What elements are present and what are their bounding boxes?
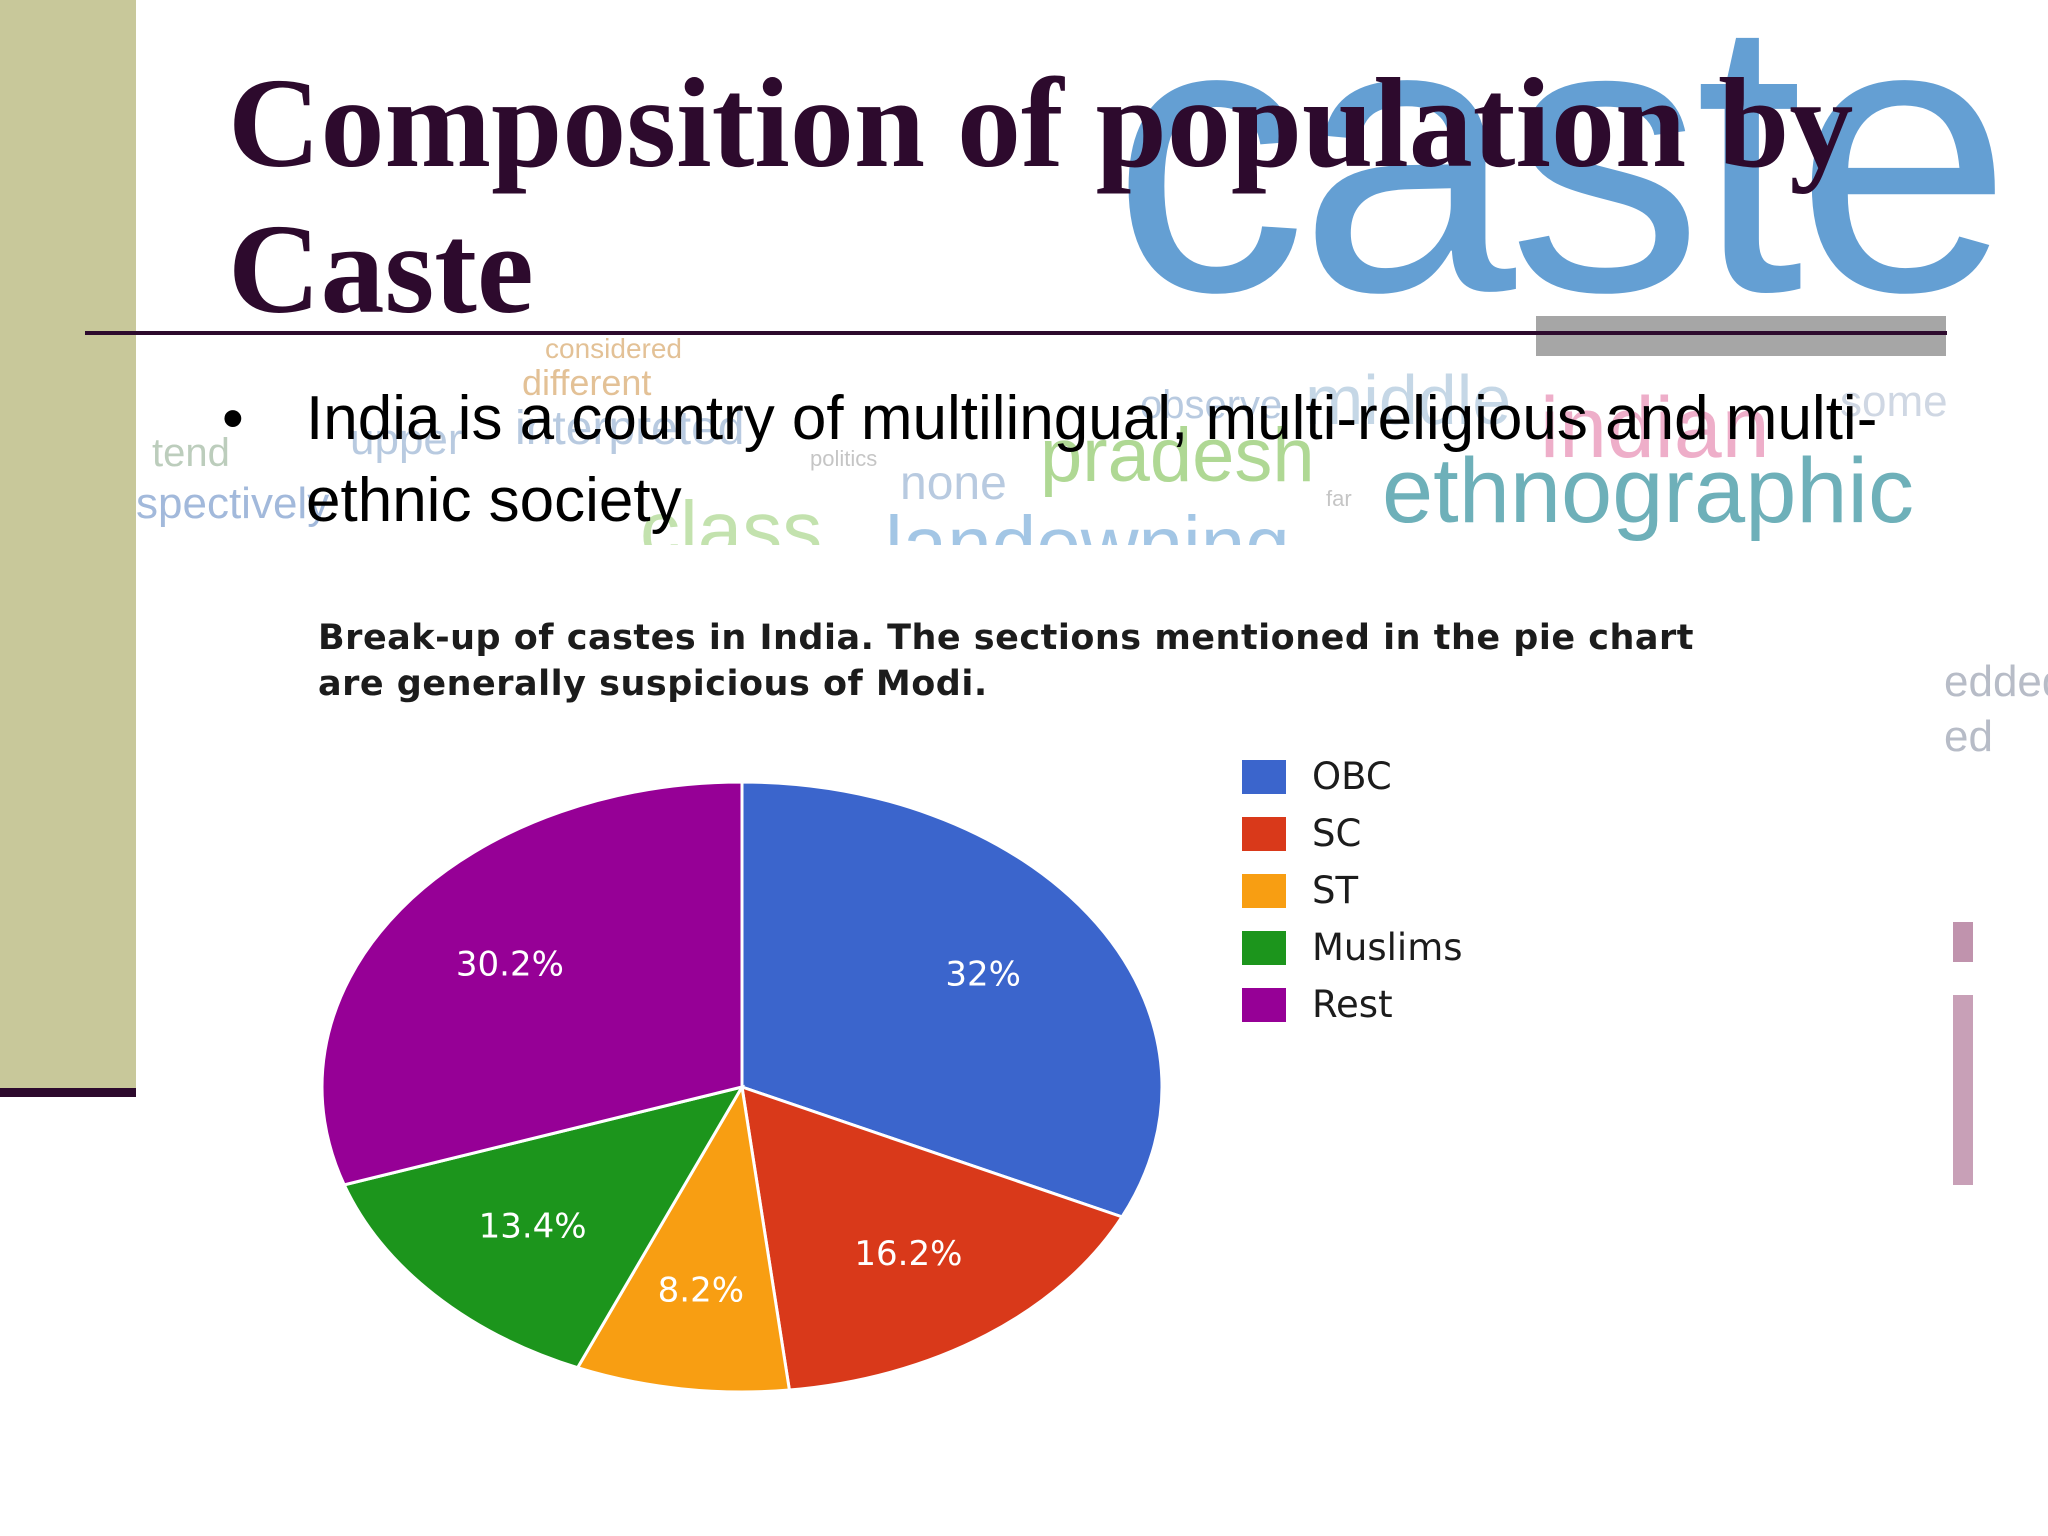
slide-title: Composition of population by Caste [228,52,1854,340]
wc-decor-bar [1953,922,1973,962]
pie-value-label-muslims: 13.4% [479,1207,587,1247]
legend-item-st: ST [1242,862,1463,919]
wc-word: tend [152,431,230,475]
pie-slice-sc [740,1084,1125,1392]
pie-value-label-sc: 16.2% [854,1234,962,1274]
legend-item-muslims: Muslims [1242,919,1463,976]
wc-word: edded [1944,657,2048,706]
legend-swatch [1242,930,1286,965]
legend-label: OBC [1312,755,1392,798]
sidebar-decoration [0,0,136,1090]
title-accent-bar [1536,316,1946,356]
bullet-item: • India is a country of multilingual, mu… [222,378,1922,542]
chart-title: Break-up of castes in India. The section… [318,618,1695,704]
legend-swatch [1242,816,1286,851]
bullet-text: India is a country of multilingual, mult… [306,384,1878,535]
pie-value-label-rest: 30.2% [456,945,564,985]
pie-chart: 32% 16.2% 8.2% 13.4% 30.2% [320,780,1164,1394]
legend-label: Rest [1312,983,1393,1026]
pie-value-label-st: 8.2% [658,1271,744,1311]
legend-item-obc: OBC [1242,748,1463,805]
title-underline [85,331,1947,335]
pie-slice-st [575,1082,792,1394]
bullet-marker: • [222,384,244,453]
legend-label: SC [1312,812,1362,855]
pie-chart-panel: Break-up of castes in India. The section… [170,545,1945,1465]
pie-slice-muslims [342,1084,746,1370]
chart-legend: OBC SC ST Muslims Rest [1242,748,1463,1033]
legend-swatch [1242,759,1286,794]
wc-decor-bar [1953,995,1973,1185]
bullet-list: • India is a country of multilingual, mu… [222,378,1922,542]
pie-slice-obc [740,780,1164,1219]
legend-item-sc: SC [1242,805,1463,862]
legend-label: ST [1312,869,1359,912]
legend-swatch [1242,873,1286,908]
pie-value-label-obc: 32% [945,954,1021,994]
wc-word: ed [1944,712,1993,761]
sidebar-accent-rule [0,1088,136,1097]
legend-label: Muslims [1312,926,1463,969]
legend-swatch [1242,987,1286,1022]
pie-slice-rest [320,780,744,1187]
legend-item-rest: Rest [1242,976,1463,1033]
